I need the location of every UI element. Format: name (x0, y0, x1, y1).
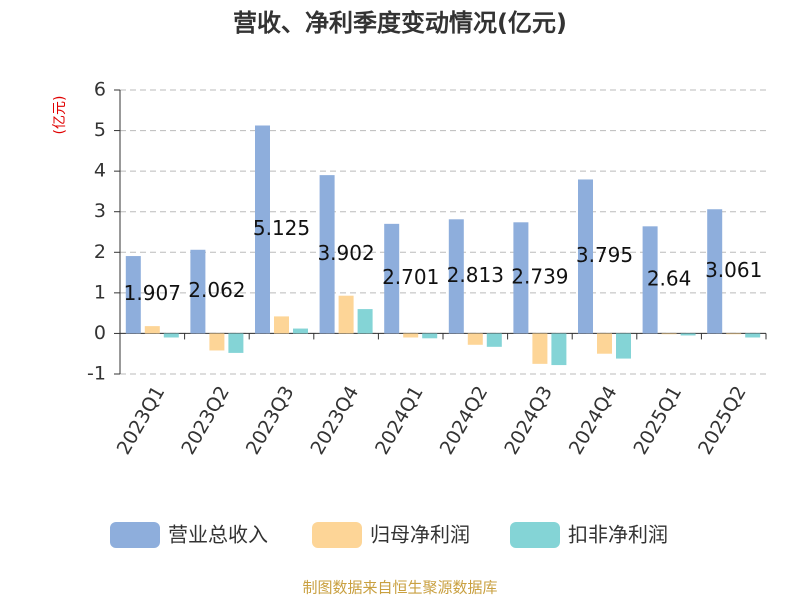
bar (578, 179, 593, 334)
chart-title: 营收、净利季度变动情况(亿元) (233, 9, 567, 37)
y-tick-label: 1 (94, 281, 106, 303)
x-tick-label: 2023Q1 (113, 382, 170, 458)
bar (726, 333, 742, 335)
bar (422, 333, 438, 339)
legend-label: 营业总收入 (168, 523, 268, 547)
bar (209, 333, 225, 351)
x-tick-label: 2023Q3 (242, 382, 299, 458)
x-tick-label: 2025Q1 (629, 382, 686, 458)
x-tick-label: 2023Q4 (306, 382, 363, 458)
bar (163, 333, 179, 338)
x-tick-label: 2025Q2 (694, 382, 751, 458)
bar (144, 326, 160, 334)
x-tick-label: 2024Q2 (436, 382, 493, 458)
data-label: 2.64 (647, 266, 692, 290)
data-label: 2.062 (188, 278, 245, 302)
bar (597, 333, 612, 354)
bar (642, 226, 658, 334)
bar (532, 333, 548, 364)
bar (293, 328, 308, 334)
bar (680, 333, 696, 336)
bar (403, 333, 419, 338)
y-tick-label: 5 (94, 119, 106, 141)
data-label: 2.739 (511, 264, 568, 288)
bar (319, 175, 335, 334)
y-axis-label: (亿元) (52, 96, 68, 135)
legend-swatch (510, 522, 560, 548)
bar (551, 333, 567, 366)
x-tick-label: 2024Q4 (565, 382, 622, 458)
bar (228, 333, 244, 353)
bar (255, 125, 270, 334)
data-label: 2.701 (382, 265, 439, 289)
legend-label: 归母净利润 (370, 523, 470, 547)
bar (274, 316, 289, 334)
bar (384, 223, 400, 334)
bar (661, 333, 677, 335)
bar (616, 333, 631, 359)
data-label: 3.061 (705, 258, 762, 282)
bar (448, 219, 464, 334)
y-tick-label: 6 (94, 79, 106, 101)
bar (338, 295, 354, 334)
y-tick-label: 3 (94, 200, 106, 222)
legend-label: 扣非净利润 (568, 523, 668, 547)
bar (486, 333, 502, 347)
data-label: 3.902 (317, 241, 374, 265)
x-tick-label: 2024Q1 (371, 382, 428, 458)
bar (745, 333, 761, 338)
y-tick-label: 0 (94, 322, 106, 344)
bar (125, 256, 141, 334)
legend-swatch (312, 522, 362, 548)
bar (467, 333, 483, 345)
y-tick-label: -1 (87, 363, 106, 385)
y-tick-label: 4 (94, 160, 106, 182)
bar (190, 249, 206, 334)
x-tick-label: 2023Q2 (177, 382, 234, 458)
bar (707, 209, 723, 334)
source-note: 制图数据来自恒生聚源数据库 (302, 579, 497, 597)
data-label: 1.907 (124, 281, 181, 305)
bar (513, 222, 529, 334)
x-tick-label: 2024Q3 (500, 382, 557, 458)
data-label: 5.125 (253, 216, 310, 240)
legend-swatch (110, 522, 160, 548)
y-tick-label: 2 (94, 241, 106, 263)
data-label: 3.795 (576, 243, 633, 267)
bar (357, 309, 373, 334)
data-label: 2.813 (447, 263, 504, 287)
